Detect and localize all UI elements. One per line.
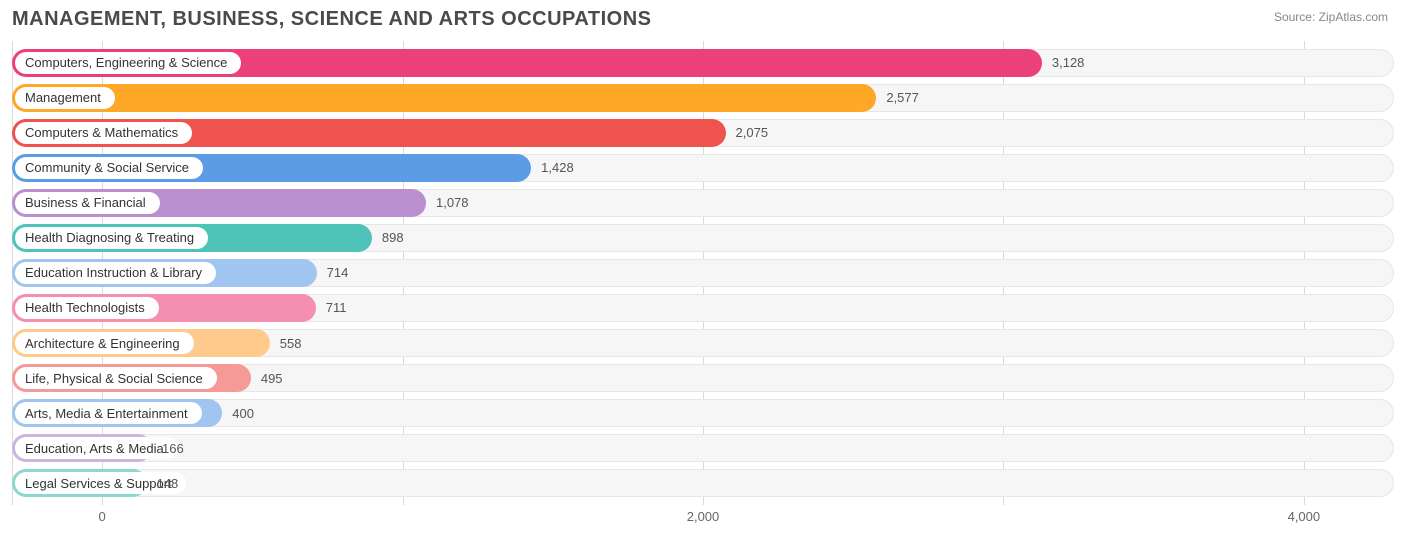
bar-category-label: Business & Financial [15, 192, 160, 214]
bar-value-label: 3,128 [1042, 49, 1085, 77]
bar-row: Management 2,577 [12, 84, 1394, 112]
bar-category-label: Computers & Mathematics [15, 122, 192, 144]
bars-group: Computers, Engineering & Science 3,128 Man… [12, 41, 1394, 505]
bar-value-label: 2,577 [876, 84, 919, 112]
bar-category-label: Health Diagnosing & Treating [15, 227, 208, 249]
bar-value-label: 2,075 [726, 119, 769, 147]
bar-value-label: 714 [317, 259, 349, 287]
x-axis-tick: 2,000 [687, 509, 720, 524]
bar-category-label: Architecture & Engineering [15, 332, 194, 354]
bar-row: Computers & Mathematics 2,075 [12, 119, 1394, 147]
bar-value-label: 148 [147, 469, 179, 497]
bar-category-label: Education Instruction & Library [15, 262, 216, 284]
bar-value-label: 898 [372, 224, 404, 252]
x-axis: 0 2,000 4,000 [12, 505, 1394, 531]
bar-track [12, 434, 1394, 462]
bar-value-label: 495 [251, 364, 283, 392]
bar-row: Health Diagnosing & Treating 898 [12, 224, 1394, 252]
bar-row: Education, Arts & Media166 [12, 434, 1394, 462]
bar-value-label: 711 [316, 294, 347, 322]
chart-container: MANAGEMENT, BUSINESS, SCIENCE AND ARTS O… [0, 0, 1406, 558]
bar-row: Legal Services & Support148 [12, 469, 1394, 497]
bar-value-label: 166 [152, 434, 184, 462]
bar-fill[interactable] [12, 84, 876, 112]
bar-value-label: 1,078 [426, 189, 469, 217]
bar-value-label: 558 [270, 329, 302, 357]
x-axis-tick: 0 [99, 509, 106, 524]
bar-row: Life, Physical & Social Science 495 [12, 364, 1394, 392]
bar-value-label: 400 [222, 399, 254, 427]
bar-value-label: 1,428 [531, 154, 574, 182]
bar-category-label: Life, Physical & Social Science [15, 367, 217, 389]
bar-row: Health Technologists 711 [12, 294, 1394, 322]
source-attribution: Source: ZipAtlas.com [1274, 10, 1388, 24]
bar-category-label: Community & Social Service [15, 157, 203, 179]
bar-row: Business & Financial 1,078 [12, 189, 1394, 217]
chart-title: MANAGEMENT, BUSINESS, SCIENCE AND ARTS O… [12, 8, 1394, 31]
bar-row: Community & Social Service 1,428 [12, 154, 1394, 182]
bar-category-label: Health Technologists [15, 297, 159, 319]
bar-category-label: Computers, Engineering & Science [15, 52, 241, 74]
bar-track [12, 469, 1394, 497]
bar-row: Education Instruction & Library 714 [12, 259, 1394, 287]
bar-category-label: Management [15, 87, 115, 109]
bar-row: Architecture & Engineering 558 [12, 329, 1394, 357]
bar-category-label: Arts, Media & Entertainment [15, 402, 202, 424]
bar-row: Computers, Engineering & Science 3,128 [12, 49, 1394, 77]
x-axis-tick: 4,000 [1288, 509, 1321, 524]
plot-area: Computers, Engineering & Science 3,128 Man… [12, 41, 1394, 531]
bar-row: Arts, Media & Entertainment 400 [12, 399, 1394, 427]
